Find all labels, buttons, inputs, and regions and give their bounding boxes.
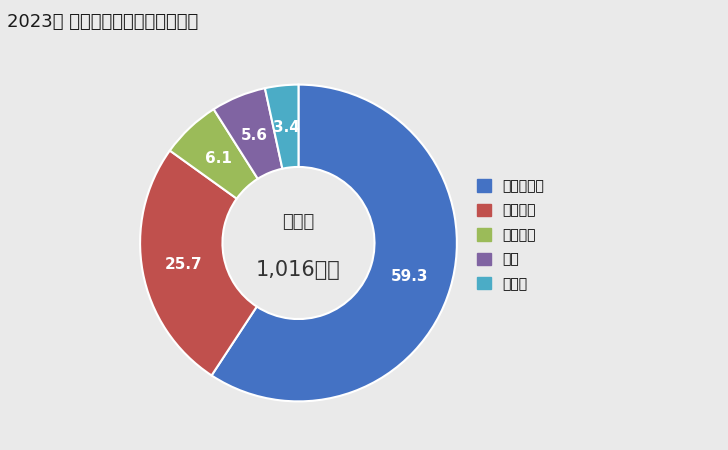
Wedge shape [214, 88, 282, 179]
Wedge shape [140, 151, 257, 375]
Text: 6.1: 6.1 [205, 151, 232, 166]
Wedge shape [212, 85, 457, 401]
Text: 総　額: 総 額 [282, 213, 314, 231]
Legend: ミャンマー, ブラジル, マラウイ, 台湾, その他: ミャンマー, ブラジル, マラウイ, 台湾, その他 [472, 174, 550, 297]
Text: 59.3: 59.3 [391, 269, 429, 284]
Text: 5.6: 5.6 [241, 128, 268, 143]
Wedge shape [265, 85, 298, 169]
Text: 25.7: 25.7 [165, 257, 203, 272]
Text: 3.4: 3.4 [273, 120, 299, 135]
Wedge shape [170, 109, 258, 198]
Text: 1,016万円: 1,016万円 [256, 260, 341, 280]
Text: 2023年 輸出相手国のシェア（％）: 2023年 輸出相手国のシェア（％） [7, 14, 199, 32]
